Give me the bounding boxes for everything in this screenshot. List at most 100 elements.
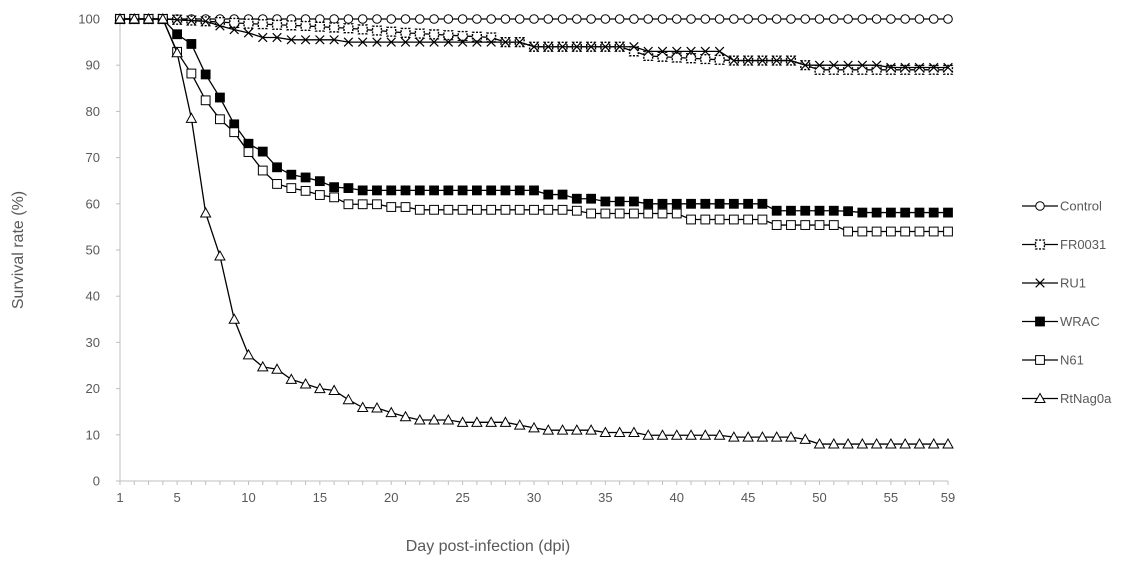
- data-point: [271, 19, 283, 30]
- legend-item-wrac: WRAC: [1022, 314, 1100, 329]
- data-point: [529, 14, 539, 24]
- data-point: [371, 25, 383, 36]
- data-point: [814, 14, 825, 24]
- data-point: [714, 14, 725, 24]
- data-point: [828, 14, 839, 24]
- data-point: [457, 14, 468, 24]
- legend-item-ru1: RU1: [1022, 276, 1086, 291]
- data-point: [472, 14, 482, 24]
- data-point: [215, 92, 225, 103]
- data-point: [686, 198, 696, 209]
- data-point: [657, 198, 668, 209]
- data-point: [372, 199, 382, 210]
- legend-marker: [1035, 316, 1045, 327]
- data-point: [386, 202, 397, 212]
- data-point: [671, 198, 682, 209]
- data-point: [529, 185, 539, 196]
- data-point: [300, 20, 311, 32]
- data-point: [586, 208, 597, 219]
- data-point: [629, 41, 639, 52]
- data-point: [629, 14, 639, 24]
- data-point: [471, 204, 482, 215]
- data-point: [928, 14, 939, 24]
- legend-item-rtnag0a: RtNag0a: [1022, 391, 1112, 406]
- data-point: [700, 214, 711, 225]
- data-point: [857, 64, 868, 75]
- data-point: [671, 52, 682, 63]
- data-point: [786, 14, 796, 24]
- data-point: [400, 185, 411, 196]
- legend-label: Control: [1060, 199, 1102, 214]
- data-point: [900, 62, 910, 73]
- data-point: [428, 413, 440, 425]
- legend-item-n61: N61: [1022, 353, 1084, 368]
- data-point: [257, 146, 268, 157]
- data-point: [243, 147, 254, 157]
- legend-label: N61: [1060, 353, 1084, 368]
- data-point: [543, 204, 554, 215]
- data-point: [314, 382, 326, 394]
- data-point: [343, 37, 354, 47]
- data-point: [943, 207, 953, 218]
- data-point: [414, 28, 425, 39]
- x-ticks: 1 5 10 15 20 25 30 35 40 45 50 55 59: [116, 481, 955, 505]
- legend-marker: [1034, 239, 1046, 250]
- data-point: [614, 41, 625, 52]
- legend-marker: [1035, 201, 1045, 211]
- data-point: [372, 14, 382, 24]
- axes: [119, 19, 948, 482]
- data-point: [642, 429, 655, 440]
- y-tick-label: 70: [86, 150, 100, 165]
- data-point: [700, 198, 711, 209]
- data-point: [699, 429, 712, 440]
- data-point: [900, 207, 911, 218]
- data-point: [743, 214, 754, 225]
- data-point: [827, 438, 840, 449]
- data-point: [428, 29, 440, 40]
- data-point: [643, 198, 654, 209]
- data-point: [429, 14, 439, 24]
- data-point: [871, 64, 882, 75]
- data-point: [928, 207, 939, 218]
- x-tick-label: 40: [670, 490, 684, 505]
- data-point: [842, 64, 854, 75]
- data-point: [943, 62, 953, 73]
- data-point: [200, 95, 211, 106]
- data-point: [928, 62, 939, 73]
- data-point: [414, 204, 425, 215]
- x-tick-label: 30: [527, 490, 541, 505]
- data-point: [686, 14, 696, 24]
- data-point: [185, 112, 198, 123]
- data-point: [743, 14, 753, 24]
- data-point: [114, 12, 126, 24]
- data-point: [914, 14, 925, 24]
- data-point: [299, 377, 312, 389]
- data-point: [714, 198, 725, 209]
- data-point: [186, 39, 197, 49]
- data-point: [700, 46, 711, 57]
- data-point: [800, 205, 811, 216]
- data-point: [486, 185, 497, 196]
- data-point: [357, 199, 368, 210]
- data-point: [443, 185, 454, 196]
- data-point: [243, 18, 254, 29]
- legend-marker: [1034, 392, 1046, 403]
- series-wrac: [115, 14, 953, 218]
- series-n61: [115, 14, 953, 237]
- data-point: [256, 360, 269, 372]
- legend-label: FR0031: [1060, 237, 1106, 252]
- data-point: [885, 226, 896, 237]
- legend-item-fr0031: FR0031: [1022, 237, 1106, 252]
- data-point: [199, 207, 212, 218]
- data-point: [771, 220, 782, 230]
- data-point: [586, 41, 596, 52]
- data-point: [814, 60, 825, 70]
- data-point: [885, 438, 897, 449]
- x-tick-label: 50: [812, 490, 826, 505]
- y-ticks: 0 10 20 30 40 50 60 70 80 90 100: [78, 12, 120, 489]
- legend-marker: [1035, 278, 1045, 288]
- data-point: [186, 68, 197, 79]
- data-point: [443, 30, 454, 41]
- data-point: [329, 182, 340, 193]
- y-tick-label: 30: [86, 335, 100, 350]
